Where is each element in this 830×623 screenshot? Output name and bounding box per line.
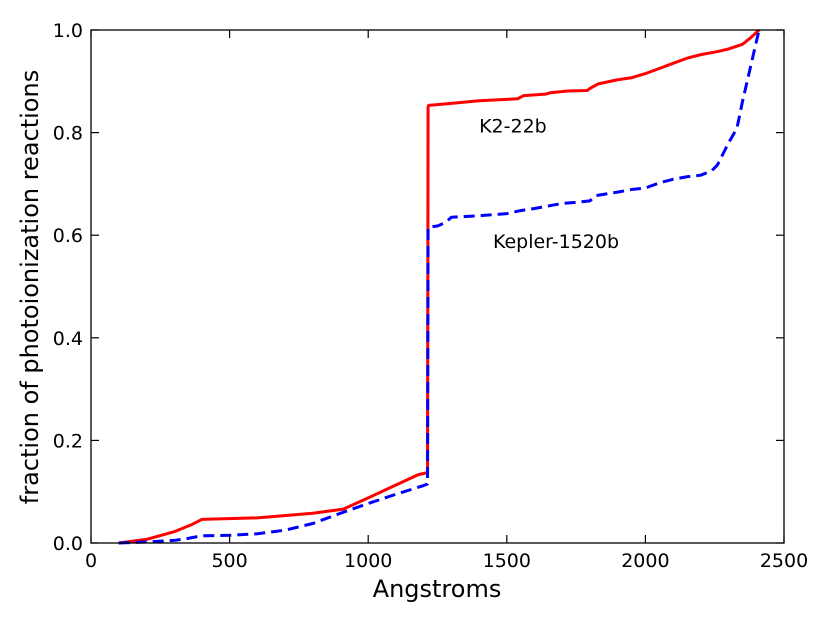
y-tick-label: 0.4: [53, 328, 83, 350]
y-tick-label: 0.0: [53, 533, 83, 555]
y-axis-label: fraction of photoionization reactions: [16, 70, 44, 504]
y-tick-label: 0.8: [53, 123, 83, 145]
x-tick-label: 1000: [344, 550, 392, 572]
y-tick-label: 1.0: [53, 20, 83, 42]
plot-area: K2-22b Kepler-1520b: [118, 28, 761, 545]
x-tick-label: 500: [211, 550, 247, 572]
y-tick-label: 0.2: [53, 430, 83, 452]
y-tick-label: 0.6: [53, 225, 83, 247]
series-line-kepler-1520b: [118, 29, 761, 545]
annotation-kepler-1520b: Kepler-1520b: [493, 231, 619, 253]
plot-frame: [90, 29, 785, 544]
x-tick-label: 2500: [760, 550, 808, 572]
x-axis-label: Angstroms: [373, 575, 502, 603]
x-tick-label: 1500: [483, 550, 531, 572]
axes: 0 500 1000 1500 2000 2500 0.0 0.2 0.4 0.6 0.8 1.0: [53, 20, 808, 572]
x-tick-label: 0: [85, 550, 97, 572]
series-group: [118, 28, 761, 545]
series-line-k2-22b: [118, 28, 761, 545]
annotation-k2-22b: K2-22b: [479, 116, 547, 138]
x-tick-label: 2000: [621, 550, 669, 572]
